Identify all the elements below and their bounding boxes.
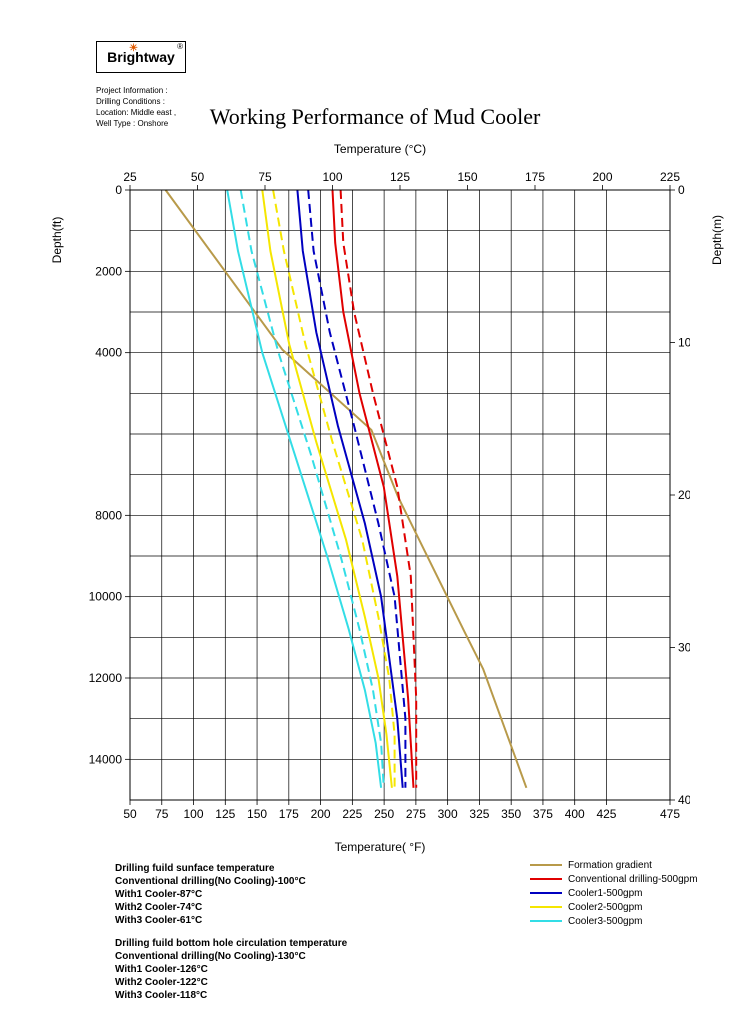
- svg-text:2000: 2000: [678, 488, 690, 502]
- axis-label-left: Depth(ft): [50, 0, 70, 585]
- notes-title-1: Drilling fuild sunface temperature: [115, 862, 347, 875]
- notes-line: With2 Cooler-74°C: [115, 901, 347, 914]
- legend-swatch: [530, 916, 562, 926]
- logo-reg: ®: [177, 42, 183, 51]
- svg-text:425: 425: [596, 807, 616, 821]
- notes-line: Conventional drilling(No Cooling)-130°C: [115, 950, 347, 963]
- logo-sun-icon: ☀: [129, 43, 138, 54]
- series-cooler2-500gpm-(up): [262, 190, 392, 788]
- svg-text:3000: 3000: [678, 641, 690, 655]
- project-info-line: Project Information :: [96, 85, 176, 96]
- page: ☀ Brightway ® Project Information : Dril…: [0, 0, 750, 1018]
- svg-text:50: 50: [191, 170, 205, 184]
- svg-text:100: 100: [184, 807, 204, 821]
- legend-swatch: [530, 902, 562, 912]
- series-conventional-drilling-500gpm: [341, 190, 417, 788]
- svg-text:175: 175: [525, 170, 545, 184]
- svg-text:10000: 10000: [89, 590, 123, 604]
- svg-text:25: 25: [123, 170, 137, 184]
- svg-text:0: 0: [678, 183, 685, 197]
- svg-text:1000: 1000: [678, 336, 690, 350]
- svg-text:300: 300: [438, 807, 458, 821]
- chart-area: 25 50 75 100 125 150 175 200 225 50 75 100 125 150 17…: [70, 155, 690, 845]
- legend-item: Cooler2-500gpm: [530, 900, 698, 914]
- chart-svg: 25 50 75 100 125 150 175 200 225 50 75 100 125 150 17…: [70, 155, 690, 845]
- legend-label: Cooler3-500gpm: [568, 916, 643, 927]
- svg-text:75: 75: [155, 807, 169, 821]
- svg-text:100: 100: [322, 170, 342, 184]
- notes-line: With2 Cooler-122°C: [115, 976, 347, 989]
- series-formation-gradient: [166, 190, 527, 788]
- legend-item: Formation gradient: [530, 858, 698, 872]
- svg-text:275: 275: [406, 807, 426, 821]
- svg-text:225: 225: [660, 170, 680, 184]
- svg-text:250: 250: [374, 807, 394, 821]
- svg-text:325: 325: [469, 807, 489, 821]
- svg-text:125: 125: [215, 807, 235, 821]
- notes-line: With1 Cooler-87°C: [115, 888, 347, 901]
- svg-text:0: 0: [115, 183, 122, 197]
- legend: Formation gradient Conventional drilling-…: [530, 858, 698, 928]
- notes-line: Conventional drilling(No Cooling)-100°C: [115, 875, 347, 888]
- notes-title-2: Drilling fuild bottom hole circulation t…: [115, 937, 347, 950]
- svg-text:350: 350: [501, 807, 521, 821]
- legend-swatch: [530, 874, 562, 884]
- svg-text:125: 125: [390, 170, 410, 184]
- svg-text:75: 75: [258, 170, 272, 184]
- legend-swatch: [530, 888, 562, 898]
- notes-line: With1 Cooler-126°C: [115, 963, 347, 976]
- svg-text:2000: 2000: [95, 264, 122, 278]
- legend-label: Cooler1-500gpm: [568, 888, 643, 899]
- legend-item: Conventional drilling-500gpm: [530, 872, 698, 886]
- legend-item: Cooler3-500gpm: [530, 914, 698, 928]
- svg-text:8000: 8000: [95, 508, 122, 522]
- svg-text:150: 150: [457, 170, 477, 184]
- svg-text:50: 50: [123, 807, 137, 821]
- svg-text:200: 200: [311, 807, 331, 821]
- svg-text:14000: 14000: [89, 752, 123, 766]
- notes-line: With3 Cooler-118°C: [115, 989, 347, 1002]
- notes-block: Drilling fuild sunface temperature Conve…: [115, 862, 347, 1002]
- legend-label: Conventional drilling-500gpm: [568, 874, 698, 885]
- chart-title: Working Performance of Mud Cooler: [0, 104, 750, 130]
- series-conventional-drilling-500gpm-(up): [333, 190, 414, 788]
- svg-text:200: 200: [592, 170, 612, 184]
- logo-text: Brightway: [107, 49, 175, 65]
- legend-item: Cooler1-500gpm: [530, 886, 698, 900]
- svg-text:400: 400: [565, 807, 585, 821]
- series-cooler3-500gpm: [241, 190, 384, 788]
- svg-text:175: 175: [279, 807, 299, 821]
- svg-text:4000: 4000: [95, 346, 122, 360]
- svg-text:12000: 12000: [89, 671, 123, 685]
- svg-text:225: 225: [342, 807, 362, 821]
- notes-line: With3 Cooler-61°C: [115, 914, 347, 927]
- series-cooler3-500gpm-(up): [227, 190, 381, 788]
- axis-label-top: Temperature (°C): [70, 142, 690, 156]
- svg-text:150: 150: [247, 807, 267, 821]
- legend-label: Cooler2-500gpm: [568, 902, 643, 913]
- legend-swatch: [530, 860, 562, 870]
- svg-text:375: 375: [533, 807, 553, 821]
- axis-label-right: Depth(m): [710, 0, 730, 585]
- legend-label: Formation gradient: [568, 860, 652, 871]
- series-cooler2-500gpm: [273, 190, 395, 788]
- svg-text:475: 475: [660, 807, 680, 821]
- svg-text:4000: 4000: [678, 793, 690, 807]
- brand-logo: ☀ Brightway ®: [96, 41, 186, 73]
